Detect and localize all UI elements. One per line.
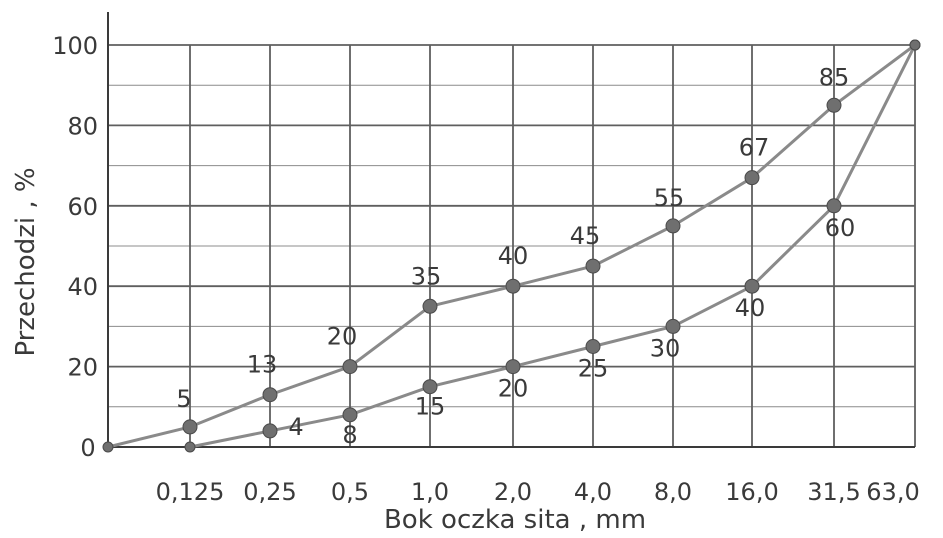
data-point [826, 97, 842, 113]
y-axis-ticks: 20 40 60 80 100 [52, 32, 98, 382]
data-point [744, 170, 760, 186]
data-label: 55 [654, 184, 685, 212]
data-point [422, 379, 438, 395]
y-axis-title: Przechodzi , % [11, 167, 41, 356]
data-label: 15 [415, 393, 446, 421]
data-label: 20 [498, 375, 529, 403]
data-labels: 5 13 20 35 40 45 55 67 85 4 8 15 20 25 30 40 60 [176, 63, 855, 449]
data-label: 45 [570, 222, 601, 250]
data-point [826, 198, 842, 214]
x-tick-label: 2,0 [494, 478, 532, 506]
x-tick-label: 8,0 [654, 478, 692, 506]
x-tick-label: 63,0 [866, 478, 919, 506]
data-label: 8 [342, 421, 357, 449]
series-group [102, 39, 921, 453]
data-label: 40 [735, 294, 766, 322]
data-point [184, 441, 196, 453]
data-label: 5 [176, 385, 191, 413]
data-point [665, 318, 681, 334]
x-tick-label: 0,125 [156, 478, 225, 506]
y-tick-label: 80 [67, 112, 98, 140]
data-point [262, 387, 278, 403]
data-point [744, 278, 760, 294]
y-tick-label: 100 [52, 32, 98, 60]
data-label: 85 [819, 63, 850, 91]
y-tick-label: 40 [67, 273, 98, 301]
y-tick-label: 60 [67, 193, 98, 221]
data-point [585, 339, 601, 354]
data-point [102, 441, 114, 453]
data-point [182, 419, 198, 435]
data-label: 60 [825, 214, 856, 242]
data-point [909, 39, 921, 51]
data-point [342, 407, 358, 423]
data-point [342, 359, 358, 375]
x-tick-label: 4,0 [574, 478, 612, 506]
x-tick-label: 31,5 [807, 478, 860, 506]
data-label: 4 [288, 413, 303, 441]
data-point [505, 278, 521, 294]
x-tick-label: 16,0 [725, 478, 778, 506]
x-tick-origin: 0 [80, 434, 95, 462]
x-tick-label: 0,25 [243, 478, 296, 506]
data-label: 35 [411, 262, 442, 290]
x-axis-ticks: 0 0,125 0,25 0,5 1,0 2,0 4,0 8,0 16,0 31,5 63,0 [80, 434, 919, 506]
data-point [665, 218, 681, 234]
data-label: 25 [578, 355, 609, 383]
data-label: 13 [247, 351, 278, 379]
y-tick-label: 20 [67, 354, 98, 382]
data-label: 40 [498, 242, 529, 270]
x-tick-label: 1,0 [411, 478, 449, 506]
data-point [262, 423, 278, 439]
x-tick-label: 0,5 [331, 478, 369, 506]
data-label: 20 [327, 323, 358, 351]
data-label: 67 [739, 134, 770, 162]
data-label: 30 [650, 334, 681, 362]
data-point [505, 359, 521, 375]
x-axis-title: Bok oczka sita , mm [384, 505, 646, 535]
series-line [189, 44, 917, 449]
data-point [585, 258, 601, 274]
data-point [422, 298, 438, 314]
